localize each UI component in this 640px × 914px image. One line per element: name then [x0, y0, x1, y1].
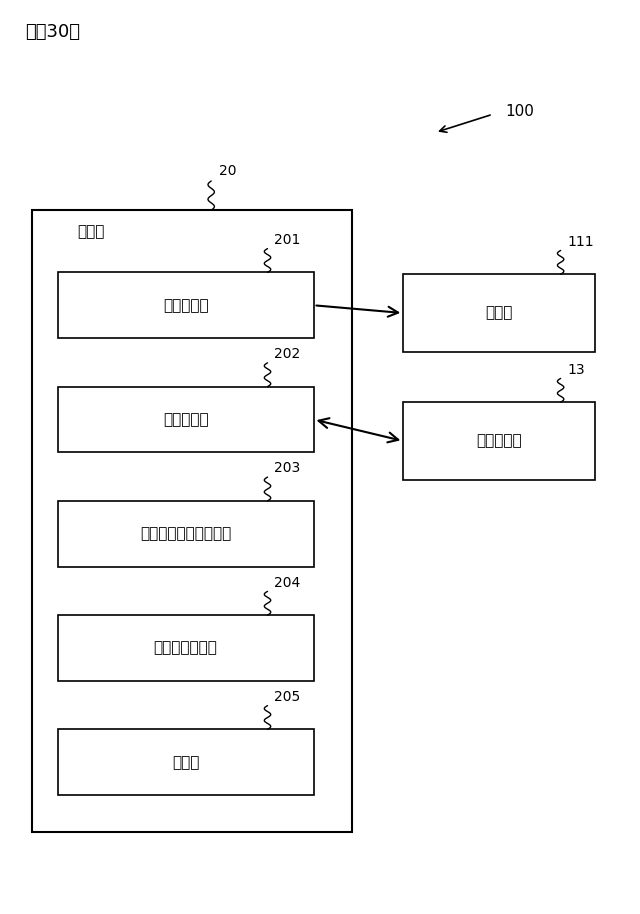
Bar: [32, 210, 352, 832]
Bar: [58, 387, 314, 452]
Text: 204: 204: [274, 576, 300, 590]
Bar: [58, 615, 314, 681]
Text: 記憶部: 記憶部: [172, 755, 199, 770]
Text: 操作検出器: 操作検出器: [476, 433, 522, 449]
Bar: [58, 501, 314, 567]
Text: 111: 111: [567, 235, 594, 249]
Text: 100: 100: [506, 104, 534, 119]
Text: 13: 13: [567, 363, 585, 377]
Text: 203: 203: [274, 462, 300, 475]
Text: 205: 205: [274, 690, 300, 704]
Text: 表示制御部: 表示制御部: [163, 412, 209, 427]
Bar: [58, 272, 314, 338]
Text: 検出基準制御部: 検出基準制御部: [154, 641, 218, 655]
Text: 制御部: 制御部: [77, 224, 104, 239]
Text: 201: 201: [274, 233, 300, 247]
Bar: [403, 274, 595, 352]
Text: 202: 202: [274, 347, 300, 361]
Text: 表示器: 表示器: [486, 305, 513, 321]
Text: キャリブレーション部: キャリブレーション部: [140, 526, 231, 541]
Text: 【図30】: 【図30】: [26, 23, 81, 41]
Bar: [403, 402, 595, 480]
Text: 20: 20: [219, 165, 236, 178]
Bar: [58, 729, 314, 795]
Text: 画像生成部: 画像生成部: [163, 298, 209, 313]
